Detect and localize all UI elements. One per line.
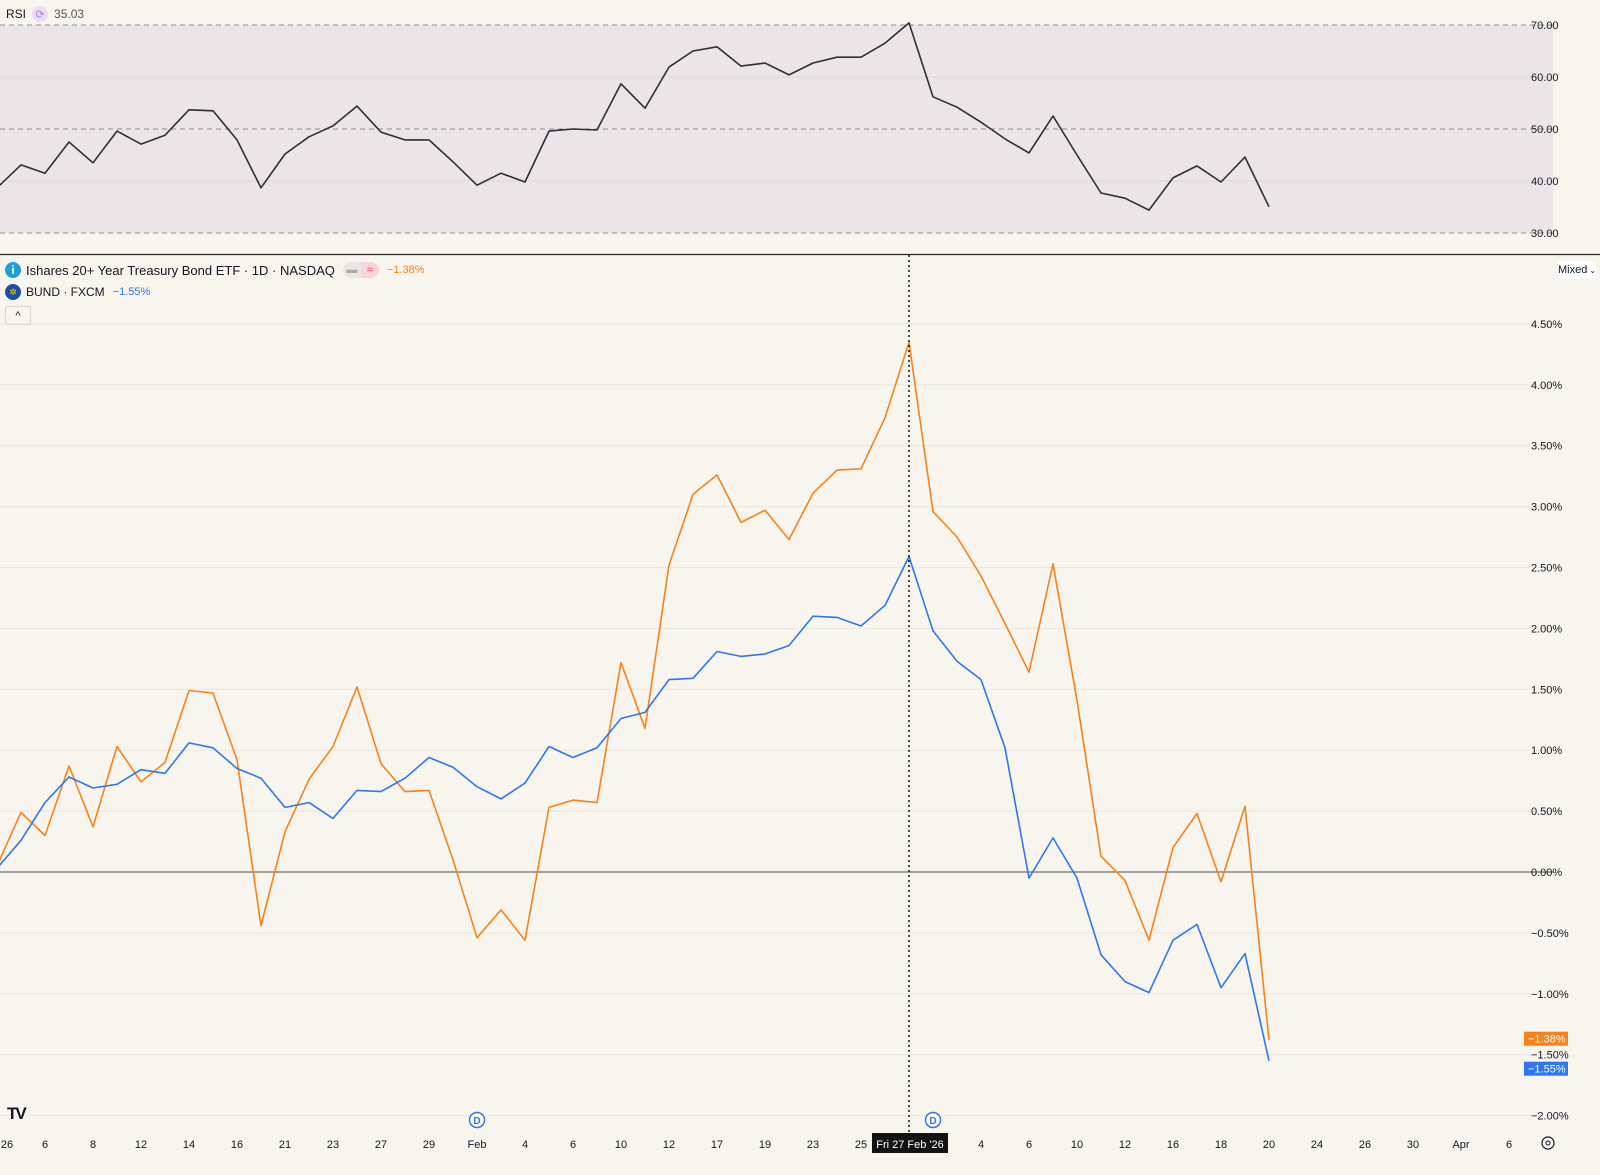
y-tick-label: 1.50% [1531,684,1562,696]
crosshair-date-box [872,1133,948,1153]
x-tick-label: 12 [663,1139,675,1151]
x-tick-label: 21 [279,1139,291,1151]
dividend-marker-label: D [473,1116,480,1127]
y-tick-label: 4.50% [1531,319,1562,331]
legend-secondary-change: −1.55% [112,286,151,298]
x-tick-label: 4 [522,1139,528,1151]
x-tick-label: 10 [615,1139,627,1151]
x-tick-label: 30 [1407,1139,1419,1151]
rsi-axis-label: 50.00 [1531,124,1559,136]
legend-primary-change: −1.38% [386,264,425,276]
x-tick-label: 10 [1071,1139,1083,1151]
line-style-icon[interactable]: ▬ [342,262,361,278]
y-tick-label: −1.00% [1531,989,1569,1001]
dividend-marker [924,1111,942,1129]
dividend-marker [468,1111,486,1129]
tradingview-logo[interactable]: TV [7,1104,27,1123]
x-tick-label: 12 [135,1139,147,1151]
info-icon: i [5,262,21,278]
x-tick-label: 14 [183,1139,195,1151]
y-tick-label: 3.00% [1531,502,1562,514]
rsi-legend: RSI ⟳ 35.03 [6,6,84,22]
collapse-legend-button[interactable]: ^ [5,306,31,325]
x-tick-label: 6 [1506,1139,1512,1151]
tlt-price-label: −1.38% [1528,1034,1566,1046]
bund-price-label: −1.55% [1528,1064,1566,1076]
x-tick-label: 26 [1,1139,13,1151]
scale-mode-button[interactable]: Mixed ⌄ [1558,261,1596,279]
rsi-line [0,22,1270,211]
eu-flag-icon: ✲ [5,284,21,300]
x-tick-label: 4 [978,1139,984,1151]
x-tick-label: 23 [807,1139,819,1151]
y-tick-label: −2.00% [1531,1111,1569,1123]
y-tick-label: 1.00% [1531,745,1562,757]
x-tick-label: 26 [1359,1139,1371,1151]
dividend-marker-label: D [929,1116,936,1127]
legend-secondary-title: BUND · FXCM [26,285,105,299]
chevron-down-icon: ⌄ [1589,265,1597,275]
rsi-value: 35.03 [54,7,85,21]
x-tick-label: 27 [375,1139,387,1151]
x-tick-label: 25 [855,1139,867,1151]
x-tick-label: 6 [42,1139,48,1151]
bund-price-label-box [1524,1061,1568,1076]
x-tick-label: 17 [711,1139,723,1151]
settings-icon[interactable] [1541,1136,1555,1150]
y-tick-label: 2.50% [1531,563,1562,575]
legend-primary[interactable]: i Ishares 20+ Year Treasury Bond ETF · 1… [5,262,425,278]
refresh-icon[interactable]: ⟳ [32,6,49,22]
rsi-axis-label: 30.00 [1531,228,1559,240]
x-tick-label: 18 [1215,1139,1227,1151]
x-tick-label: 8 [90,1139,96,1151]
chevron-up-icon: ^ [15,309,21,322]
tlt-price-label-box [1524,1031,1568,1046]
settings-icon-center [1545,1140,1551,1146]
x-tick-label: Feb [468,1139,487,1151]
legend-primary-title: Ishares 20+ Year Treasury Bond ETF · 1D … [26,262,335,278]
rsi-label: RSI [6,7,27,21]
hidden-price-label: −1.50% [1531,1050,1569,1062]
x-tick-label: 6 [570,1139,576,1151]
bund-line [0,555,1270,1061]
y-tick-label: 0.00% [1531,867,1562,879]
y-tick-label: 3.50% [1531,441,1562,453]
x-tick-label: 24 [1311,1139,1323,1151]
crosshair-date-label: Fri 27 Feb '26 [876,1139,944,1151]
y-tick-label: 4.00% [1531,380,1562,392]
x-tick-label: 29 [423,1139,435,1151]
y-tick-label: 0.50% [1531,806,1562,818]
wave-icon[interactable]: ≈ [360,262,379,278]
x-tick-label: 6 [1026,1139,1032,1151]
x-tick-label: 16 [1167,1139,1179,1151]
y-tick-label: 2.00% [1531,623,1562,635]
x-tick-label: 16 [231,1139,243,1151]
scale-mode-label: Mixed [1557,264,1588,276]
tlt-line [0,341,1270,1041]
rsi-axis-label: 40.00 [1531,176,1559,188]
x-tick-label: 12 [1119,1139,1131,1151]
style-toggle[interactable]: ▬ ≈ [342,262,379,278]
y-tick-label: −0.50% [1531,928,1569,940]
rsi-axis-label: 70.00 [1531,20,1559,32]
x-tick-label: 20 [1263,1139,1275,1151]
x-tick-label: 19 [759,1139,771,1151]
x-tick-label: 23 [327,1139,339,1151]
rsi-axis-label: 60.00 [1531,72,1559,84]
x-tick-label: Apr [1452,1139,1469,1151]
legend-secondary[interactable]: ✲ BUND · FXCM −1.55% [5,284,150,300]
